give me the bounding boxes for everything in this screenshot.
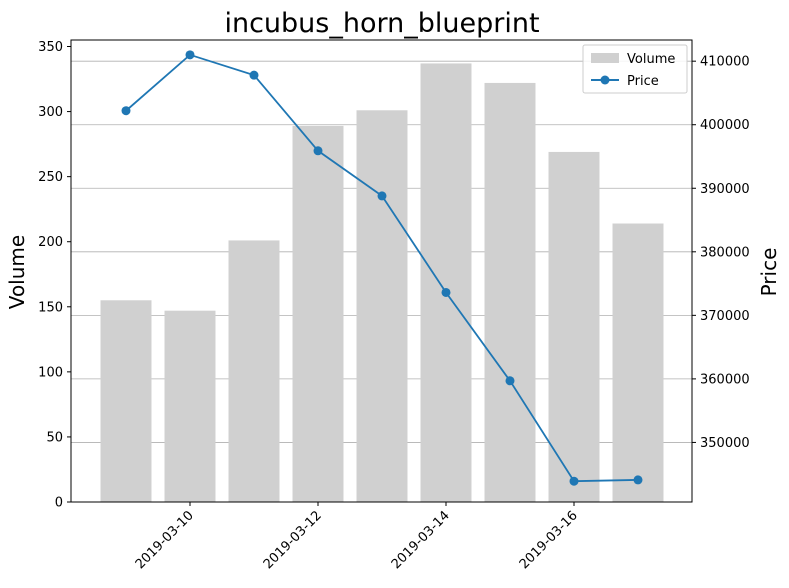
right-tick-label-3: 380000 bbox=[700, 245, 750, 260]
left-tick-label-3: 150 bbox=[38, 300, 63, 315]
left-tick-label-2: 100 bbox=[38, 365, 63, 380]
volume-bar-1 bbox=[164, 310, 216, 502]
right-tick-label-6: 410000 bbox=[700, 55, 750, 70]
price-point-1 bbox=[185, 50, 195, 60]
price-point-3 bbox=[313, 146, 323, 156]
legend: Volume Price bbox=[582, 44, 688, 94]
left-tick-label-6: 300 bbox=[38, 105, 63, 120]
volume-bar-4 bbox=[356, 110, 408, 502]
volume-bar-5 bbox=[420, 63, 472, 502]
line-layer bbox=[121, 50, 643, 486]
chart-title: incubus_horn_blueprint bbox=[224, 8, 539, 39]
legend-price-label: Price bbox=[627, 74, 659, 89]
bars-layer bbox=[100, 63, 664, 503]
left-tick-label-5: 250 bbox=[38, 170, 63, 185]
price-point-7 bbox=[569, 476, 579, 486]
volume-bar-3 bbox=[292, 125, 344, 503]
right-tick-label-5: 400000 bbox=[700, 118, 750, 133]
right-tick-label-4: 390000 bbox=[700, 182, 750, 197]
x-tick-label-2: 2019-03-14 bbox=[389, 508, 453, 572]
x-tick-label-1: 2019-03-12 bbox=[261, 508, 325, 572]
legend-price-marker bbox=[600, 75, 610, 85]
left-axis-label: Volume bbox=[5, 235, 29, 309]
price-point-0 bbox=[121, 106, 131, 116]
right-axis-label: Price bbox=[757, 248, 781, 297]
price-point-8 bbox=[633, 475, 643, 485]
right-tick-label-1: 360000 bbox=[700, 372, 750, 387]
volume-bar-0 bbox=[100, 300, 152, 502]
price-point-5 bbox=[441, 287, 451, 297]
volume-bar-6 bbox=[484, 82, 536, 503]
x-tick-label-0: 2019-03-10 bbox=[133, 508, 197, 572]
volume-bar-2 bbox=[228, 240, 280, 502]
volume-bar-7 bbox=[548, 151, 600, 502]
legend-volume-label: Volume bbox=[627, 52, 675, 67]
x-tick-label-3: 2019-03-16 bbox=[517, 508, 581, 572]
left-tick-label-4: 200 bbox=[38, 235, 63, 250]
price-point-4 bbox=[377, 191, 387, 201]
plot-frame bbox=[70, 39, 693, 503]
left-tick-label-0: 0 bbox=[55, 496, 63, 511]
left-tick-label-1: 50 bbox=[46, 430, 63, 445]
left-tick-label-7: 350 bbox=[38, 40, 63, 55]
price-point-6 bbox=[505, 376, 515, 386]
right-tick-label-0: 350000 bbox=[700, 436, 750, 451]
volume-bar-8 bbox=[612, 223, 664, 502]
price-point-2 bbox=[249, 70, 259, 80]
legend-volume-swatch bbox=[591, 53, 619, 63]
right-tick-label-2: 370000 bbox=[700, 309, 750, 324]
